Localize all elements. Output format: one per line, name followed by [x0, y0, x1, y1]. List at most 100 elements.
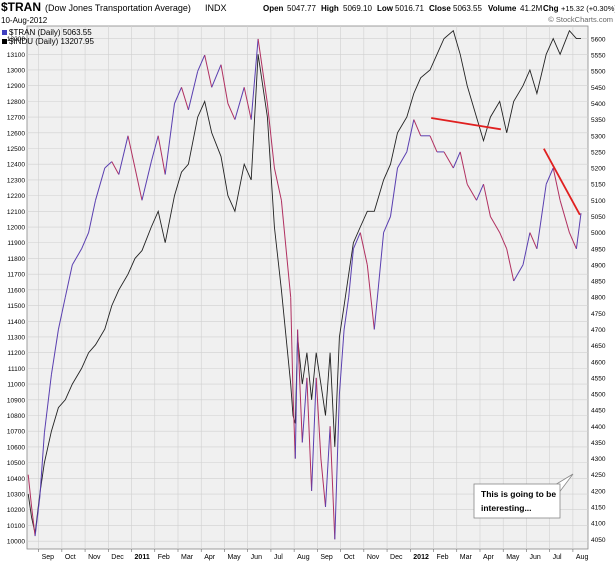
low-label: Low [377, 4, 394, 13]
tran-series-segment [294, 329, 299, 459]
right-tick-label: 5550 [591, 53, 606, 60]
x-tick-label: Apr [204, 554, 216, 561]
tran-series-segment [164, 103, 175, 175]
left-tick-label: 10000 [7, 539, 25, 546]
tran-series-segment [352, 232, 361, 249]
tran-series-segment [452, 151, 461, 169]
tran-series-segment [39, 432, 45, 498]
left-axis: 10000 10100 10200 10300 10400 10500 10600 10700… [7, 36, 25, 546]
open-label: Open [263, 4, 284, 13]
right-tick-label: 4650 [591, 343, 606, 350]
chart-symbol-name: (Dow Jones Transportation Average) [45, 3, 191, 13]
high-label: High [321, 4, 339, 13]
x-tick-label: 2011 [135, 554, 150, 561]
right-tick-label: 4250 [591, 472, 606, 479]
tran-series-segment [290, 297, 294, 395]
legend-tran: $TRAN (Daily) 5063.55 [9, 28, 92, 37]
tran-series-segment [81, 232, 90, 249]
left-tick-label: 10600 [7, 444, 25, 451]
tran-series-segment [476, 184, 484, 201]
tran-series-segment [104, 161, 113, 169]
right-tick-label: 4500 [591, 392, 606, 399]
left-tick-label: 11800 [7, 256, 25, 263]
tran-series-segment [57, 297, 66, 330]
tran-series-segment [27, 474, 33, 508]
right-axis: 4050 4100 4150 4200 4250 4300 4350 4400 4450 4500… [591, 36, 606, 543]
tran-series-segment [34, 497, 41, 537]
tran-series-segment [429, 135, 438, 153]
right-tick-label: 5400 [591, 101, 606, 108]
tran-series-segment [499, 232, 508, 249]
x-tick-label: Jun [251, 554, 262, 561]
close-label: Close [429, 4, 451, 13]
x-tick-label: May [506, 554, 520, 561]
tran-series-segment [443, 151, 454, 169]
tran-series-segment [280, 200, 292, 298]
right-tick-label: 4950 [591, 246, 606, 253]
left-tick-label: 10400 [7, 476, 25, 483]
tran-series-segment [234, 87, 245, 120]
high-value: 5069.10 [343, 4, 372, 13]
right-tick-label: 4350 [591, 440, 606, 447]
tran-series-segment [325, 426, 331, 508]
right-tick-label: 5600 [591, 36, 606, 43]
tran-series-segment [359, 232, 368, 266]
right-tick-label: 4400 [591, 424, 606, 431]
tran-series-segment [483, 184, 491, 217]
x-tick-label: Jun [529, 554, 540, 561]
legend: $TRAN (Daily) 5063.55 $INDU (Daily) 1320… [2, 28, 94, 46]
tran-series-segment [320, 458, 326, 508]
left-tick-label: 13000 [7, 67, 25, 74]
x-tick-label: Apr [483, 554, 495, 561]
low-value: 5016.71 [395, 4, 424, 13]
x-tick-label: Mar [460, 554, 473, 561]
tran-series-segment [204, 54, 213, 88]
chg-label: Chg [543, 4, 559, 13]
x-tick-label: Sep [42, 554, 55, 561]
tran-series-segment [243, 87, 252, 120]
x-tick-label: Oct [344, 554, 355, 561]
red-trendline [543, 148, 581, 216]
right-tick-label: 5350 [591, 117, 606, 124]
tran-series-segment [552, 167, 561, 201]
tran-series-segment [406, 119, 415, 153]
tran-series-segment [373, 232, 385, 330]
x-tick-label: Dec [390, 554, 403, 561]
x-tick-label: Jul [553, 554, 562, 561]
left-tick-label: 11900 [7, 240, 25, 247]
watermark: © StockCharts.com [548, 15, 613, 24]
tran-series-segment [111, 161, 120, 175]
x-tick-label: May [227, 554, 241, 561]
tran-series-segment [220, 64, 229, 104]
left-tick-label: 11500 [7, 303, 25, 310]
chg-value: +15.32 (+0.30%) [561, 4, 615, 13]
tran-series-segment [257, 38, 268, 104]
right-tick-label: 5150 [591, 182, 606, 189]
series-layer [27, 29, 582, 540]
x-tick-label: Aug [297, 554, 310, 561]
tran-series-segment [273, 167, 282, 201]
tran-series-segment [413, 119, 422, 136]
right-tick-label: 4150 [591, 505, 606, 512]
tran-series-segment [397, 151, 408, 169]
tran-series-segment [134, 167, 143, 201]
tran-series-segment [338, 329, 345, 395]
tran-series-segment [536, 184, 547, 249]
x-axis: Sep Oct Nov Dec 2011 Feb Mar Apr May Jun Jul Aug Sep… [38, 549, 588, 561]
tran-series-segment [211, 64, 222, 88]
left-tick-label: 11100 [8, 366, 25, 373]
tran-series-segment [459, 151, 468, 185]
left-tick-label: 12800 [7, 99, 25, 106]
tran-series-segment [513, 264, 524, 282]
tran-series-segment [343, 297, 350, 330]
tran-series-segment [575, 213, 582, 249]
right-tick-label: 4850 [591, 279, 606, 286]
left-tick-label: 12900 [7, 83, 25, 90]
chart-date: 10-Aug-2012 [1, 16, 48, 25]
tran-series-segment [568, 232, 577, 249]
tran-series-segment [306, 377, 313, 491]
x-tick-label: Oct [65, 554, 76, 561]
left-tick-label: 12300 [7, 177, 25, 184]
x-tick-label: Nov [367, 554, 380, 561]
left-tick-label: 11000 [7, 382, 25, 389]
